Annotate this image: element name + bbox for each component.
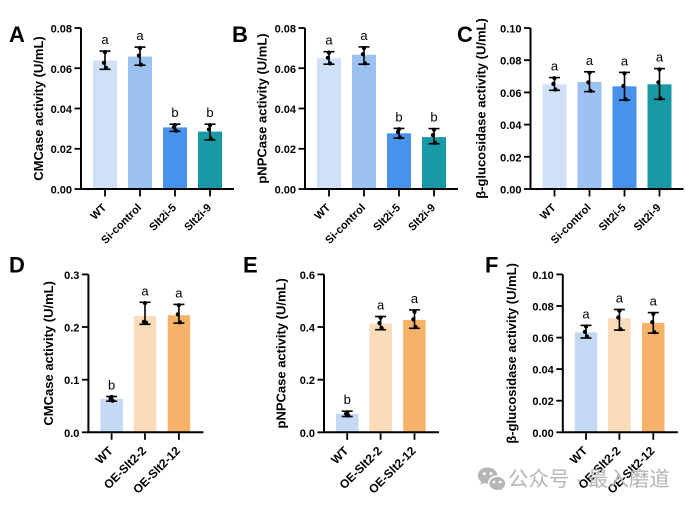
svg-text:0.06: 0.06 — [500, 88, 521, 100]
svg-text:D: D — [9, 253, 25, 278]
svg-text:0.2: 0.2 — [300, 375, 315, 387]
svg-text:β-glucosidase activity (U/mL): β-glucosidase activity (U/mL) — [504, 263, 519, 444]
svg-text:a: a — [136, 28, 144, 43]
svg-text:0.02: 0.02 — [51, 144, 72, 156]
svg-text:pNPCase activity (U/mL): pNPCase activity (U/mL) — [254, 33, 269, 183]
svg-text:公众号 · 最入磨道: 公众号 · 最入磨道 — [508, 468, 670, 491]
svg-text:0.08: 0.08 — [500, 56, 521, 68]
svg-text:A: A — [9, 22, 25, 47]
svg-text:b: b — [171, 105, 178, 120]
svg-text:a: a — [325, 33, 333, 48]
svg-text:0.04: 0.04 — [51, 104, 73, 116]
svg-text:0.02: 0.02 — [500, 152, 521, 164]
svg-text:0.04: 0.04 — [532, 365, 554, 377]
svg-text:0.06: 0.06 — [275, 64, 296, 76]
svg-text:0.08: 0.08 — [275, 24, 296, 36]
svg-text:a: a — [101, 32, 109, 47]
svg-text:a: a — [586, 53, 594, 68]
svg-text:b: b — [430, 110, 437, 125]
svg-text:0.6: 0.6 — [300, 270, 315, 282]
svg-text:b: b — [395, 109, 402, 124]
svg-text:a: a — [650, 294, 658, 309]
svg-text:0.04: 0.04 — [500, 120, 522, 132]
svg-text:0.00: 0.00 — [51, 185, 72, 197]
svg-text:0.00: 0.00 — [500, 185, 521, 197]
svg-text:a: a — [582, 306, 590, 321]
svg-text:0.08: 0.08 — [532, 302, 553, 314]
svg-text:0.08: 0.08 — [51, 24, 72, 36]
svg-text:a: a — [377, 298, 385, 313]
svg-text:a: a — [616, 291, 624, 306]
svg-text:a: a — [621, 53, 629, 68]
svg-text:0.0: 0.0 — [300, 428, 315, 440]
svg-text:0.1: 0.1 — [64, 375, 79, 387]
svg-text:0.00: 0.00 — [275, 185, 296, 197]
svg-text:a: a — [656, 50, 664, 65]
svg-text:0.10: 0.10 — [500, 24, 521, 36]
svg-text:pNPCase activity (U/mL): pNPCase activity (U/mL) — [273, 278, 288, 428]
svg-text:CMCase activity (U/mL): CMCase activity (U/mL) — [41, 281, 56, 425]
svg-text:0.3: 0.3 — [64, 270, 79, 282]
svg-text:0.00: 0.00 — [532, 428, 553, 440]
svg-text:0.2: 0.2 — [64, 323, 79, 335]
svg-text:0.06: 0.06 — [532, 333, 553, 345]
svg-text:a: a — [141, 283, 149, 298]
svg-text:a: a — [360, 28, 368, 43]
svg-text:a: a — [411, 291, 419, 306]
svg-text:β-glucosidase activity (U/mL): β-glucosidase activity (U/mL) — [473, 18, 488, 199]
svg-text:0.02: 0.02 — [532, 396, 553, 408]
svg-text:F: F — [485, 253, 498, 278]
svg-text:b: b — [108, 378, 115, 393]
svg-text:a: a — [175, 285, 183, 300]
svg-text:b: b — [344, 392, 351, 407]
svg-text:0.04: 0.04 — [275, 104, 297, 116]
svg-text:b: b — [206, 105, 213, 120]
svg-text:0.06: 0.06 — [51, 64, 72, 76]
svg-text:a: a — [551, 59, 559, 74]
svg-text:0.4: 0.4 — [300, 323, 316, 335]
svg-text:0.10: 0.10 — [532, 270, 553, 282]
svg-text:CMCase activity (U/mL): CMCase activity (U/mL) — [31, 36, 46, 180]
svg-text:E: E — [243, 253, 258, 278]
svg-text:0.0: 0.0 — [64, 428, 79, 440]
svg-text:0.02: 0.02 — [275, 144, 296, 156]
svg-text:C: C — [457, 22, 473, 47]
svg-text:B: B — [232, 22, 248, 47]
